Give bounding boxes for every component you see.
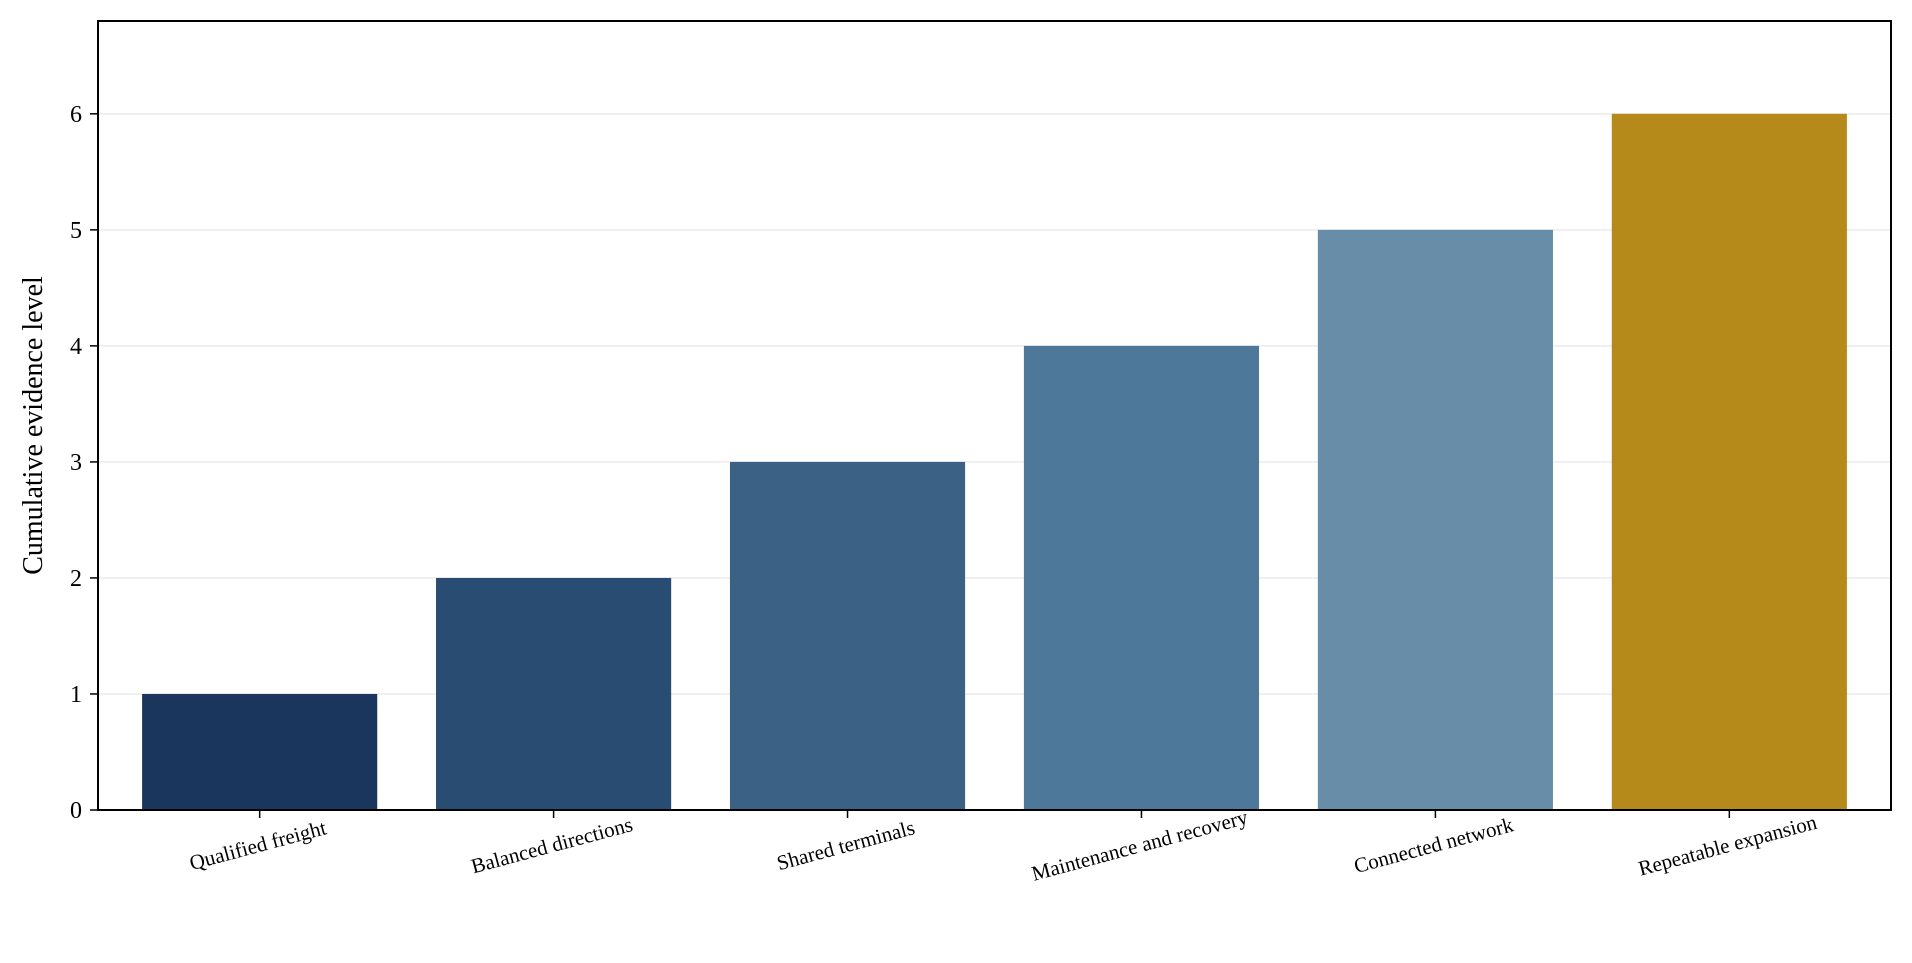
y-tick-label: 6 xyxy=(70,102,82,128)
bar-repeatable-expansion xyxy=(1611,113,1847,810)
bars xyxy=(142,113,1847,811)
bar-balanced-directions xyxy=(436,577,672,810)
y-tick-label: 0 xyxy=(70,798,82,824)
plot-area-frame xyxy=(97,20,1892,811)
y-tick-label: 3 xyxy=(70,450,82,476)
y-axis-ticks: 0 1 2 3 4 5 6 xyxy=(70,102,98,824)
y-axis-title: Cumulative evidence level xyxy=(18,276,49,575)
y-tick-label: 5 xyxy=(70,218,82,244)
bar-maintenance-and-recovery xyxy=(1023,345,1260,810)
y-tick-label: 1 xyxy=(70,682,82,708)
bar-connected-network xyxy=(1317,229,1553,811)
y-tick-label: 2 xyxy=(70,566,82,592)
bar-shared-terminals xyxy=(729,461,966,810)
y-tick-label: 4 xyxy=(70,334,82,360)
gridlines xyxy=(98,113,1891,695)
bar-qualified-freight xyxy=(142,693,378,810)
